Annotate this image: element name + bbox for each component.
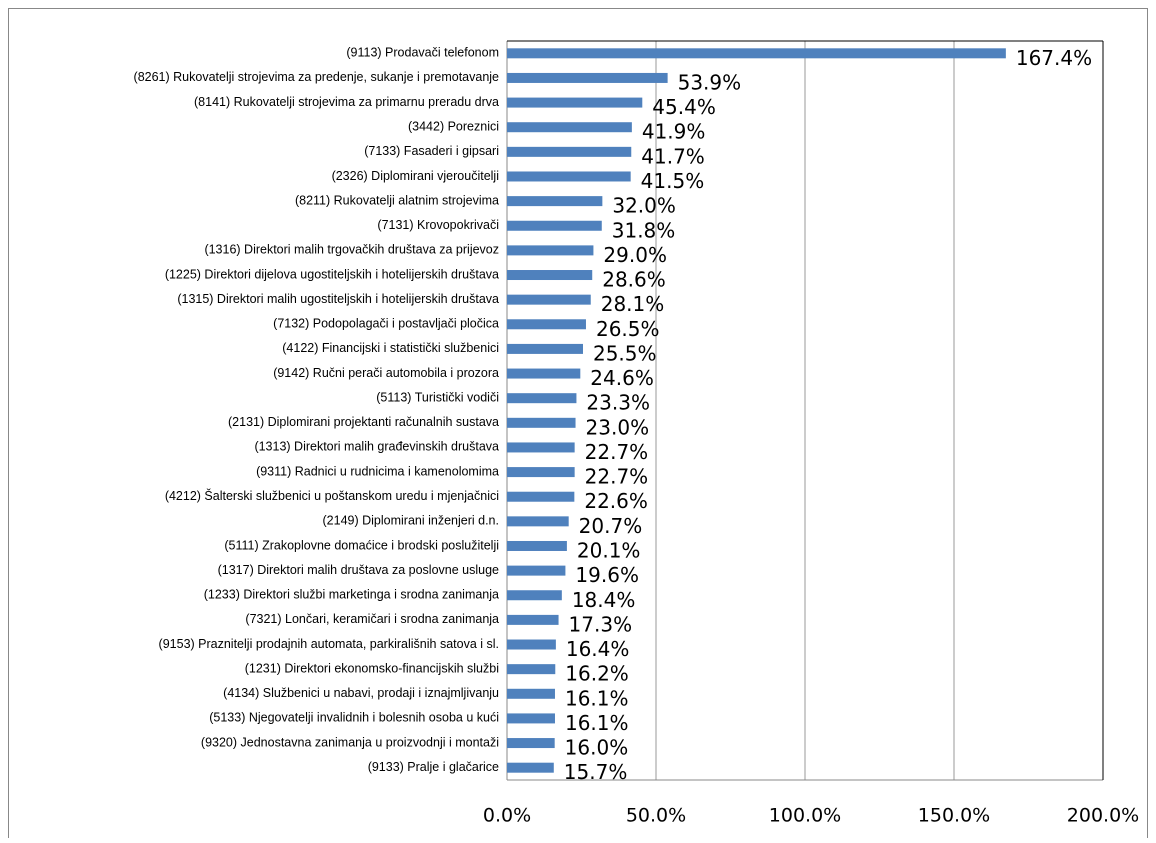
value-label: 16.0% (565, 736, 629, 760)
bar (507, 171, 631, 182)
value-label: 23.3% (586, 391, 650, 415)
value-label: 19.6% (575, 563, 639, 587)
category-label: (9153) Praznitelji prodajnih automata, p… (159, 637, 499, 651)
bar (507, 639, 556, 650)
value-label: 16.1% (565, 686, 629, 710)
bar (507, 393, 577, 404)
category-label: (1231) Direktori ekonomsko-financijskih … (245, 661, 499, 675)
value-label: 24.6% (590, 366, 654, 390)
x-tick-label: 200.0% (1067, 805, 1139, 827)
value-label: 167.4% (1016, 46, 1092, 70)
bar (507, 516, 569, 527)
value-label: 26.5% (596, 317, 660, 341)
bar (507, 713, 555, 724)
category-label: (8141) Rukovatelji strojevima za primarn… (194, 95, 499, 109)
category-label: (7132) Podopolagači i postavljači pločic… (273, 317, 499, 331)
category-label: (2131) Diplomirani projektanti računalni… (228, 415, 499, 429)
category-label: (2149) Diplomirani inženjeri d.n. (323, 514, 499, 528)
chart-border (8, 8, 1148, 843)
value-label: 15.7% (564, 760, 628, 784)
value-label: 25.5% (593, 341, 657, 365)
x-tick-label: 150.0% (918, 805, 990, 827)
value-label: 20.7% (579, 514, 643, 538)
bar (507, 294, 591, 305)
value-label: 18.4% (572, 588, 636, 612)
bar (507, 196, 603, 207)
x-tick-label: 100.0% (769, 805, 841, 827)
category-label: (7321) Lončari, keramičari i srodna zani… (245, 612, 499, 626)
value-label: 22.6% (584, 489, 648, 513)
bar (507, 48, 1006, 59)
value-label: 17.3% (569, 612, 633, 636)
value-label: 45.4% (652, 95, 716, 119)
bar (507, 738, 555, 749)
category-label: (5133) Njegovatelji invalidnih i bolesni… (209, 711, 499, 725)
bar (507, 343, 583, 354)
bar (507, 97, 643, 108)
value-label: 28.1% (601, 292, 665, 316)
category-label: (9311) Radnici u rudnicima i kamenolomim… (256, 464, 499, 478)
category-label: (1233) Direktori službi marketinga i sro… (204, 588, 499, 602)
category-label: (9113) Prodavači telefonom (346, 46, 499, 60)
value-label: 23.0% (586, 415, 650, 439)
category-label: (3442) Poreznici (408, 120, 499, 134)
bar (507, 245, 594, 256)
category-label: (1313) Direktori malih građevinskih druš… (254, 440, 499, 454)
category-label: (4212) Šalterski službenici u poštanskom… (165, 488, 499, 503)
category-label: (7131) Krovopokrivači (377, 218, 499, 232)
bar (507, 417, 576, 428)
category-label: (5111) Zrakoplovne domaćice i brodski po… (224, 538, 499, 552)
value-label: 32.0% (612, 194, 676, 218)
category-label: (5113) Turistički vodiči (376, 390, 499, 404)
bar (507, 614, 559, 625)
x-tick-label: 50.0% (626, 805, 686, 827)
category-label: (1316) Direktori malih trgovačkih društa… (204, 243, 499, 257)
category-label: (8211) Rukovatelji alatnim strojevima (295, 193, 499, 207)
category-label: (8261) Rukovatelji strojevima za predenj… (134, 70, 500, 84)
value-label: 16.1% (565, 711, 629, 735)
category-label: (1315) Direktori malih ugostiteljskih i … (177, 292, 499, 306)
bar (507, 220, 602, 231)
bar (507, 368, 581, 379)
category-label: (7133) Fasaderi i gipsari (364, 144, 499, 158)
bar (507, 270, 593, 281)
category-label: (4134) Službenici u nabavi, prodaji i iz… (223, 686, 499, 700)
bar (507, 442, 575, 453)
value-label: 41.9% (642, 120, 706, 144)
value-label: 16.4% (566, 637, 630, 661)
bar (507, 664, 556, 675)
value-label: 31.8% (612, 218, 676, 242)
value-label: 28.6% (602, 268, 666, 292)
bar (507, 688, 555, 699)
value-label: 20.1% (577, 538, 641, 562)
bar (507, 565, 566, 576)
value-label: 41.7% (641, 144, 705, 168)
bar (507, 319, 586, 330)
bar (507, 540, 567, 551)
value-label: 53.9% (678, 70, 742, 94)
value-label: 16.2% (565, 662, 629, 686)
category-label: (1225) Direktori dijelova ugostiteljskih… (165, 267, 499, 281)
value-label: 41.5% (641, 169, 705, 193)
bar (507, 590, 562, 601)
bar (507, 491, 575, 502)
bar (507, 467, 575, 478)
value-label: 22.7% (585, 440, 649, 464)
category-label: (2326) Diplomirani vjeroučitelji (332, 169, 499, 183)
category-label: (9133) Pralje i glačarice (368, 760, 499, 774)
bar (507, 72, 668, 83)
bar (507, 146, 632, 157)
category-label: (1317) Direktori malih društava za poslo… (218, 563, 499, 577)
value-label: 29.0% (603, 243, 667, 267)
x-tick-label: 0.0% (483, 805, 531, 827)
category-label: (9142) Ručni perači automobila i prozora (273, 366, 499, 380)
bar (507, 762, 554, 773)
value-label: 22.7% (585, 465, 649, 489)
category-label: (9320) Jednostavna zanimanja u proizvodn… (201, 735, 499, 749)
bar (507, 122, 632, 133)
category-label: (4122) Financijski i statistički služben… (282, 341, 499, 355)
